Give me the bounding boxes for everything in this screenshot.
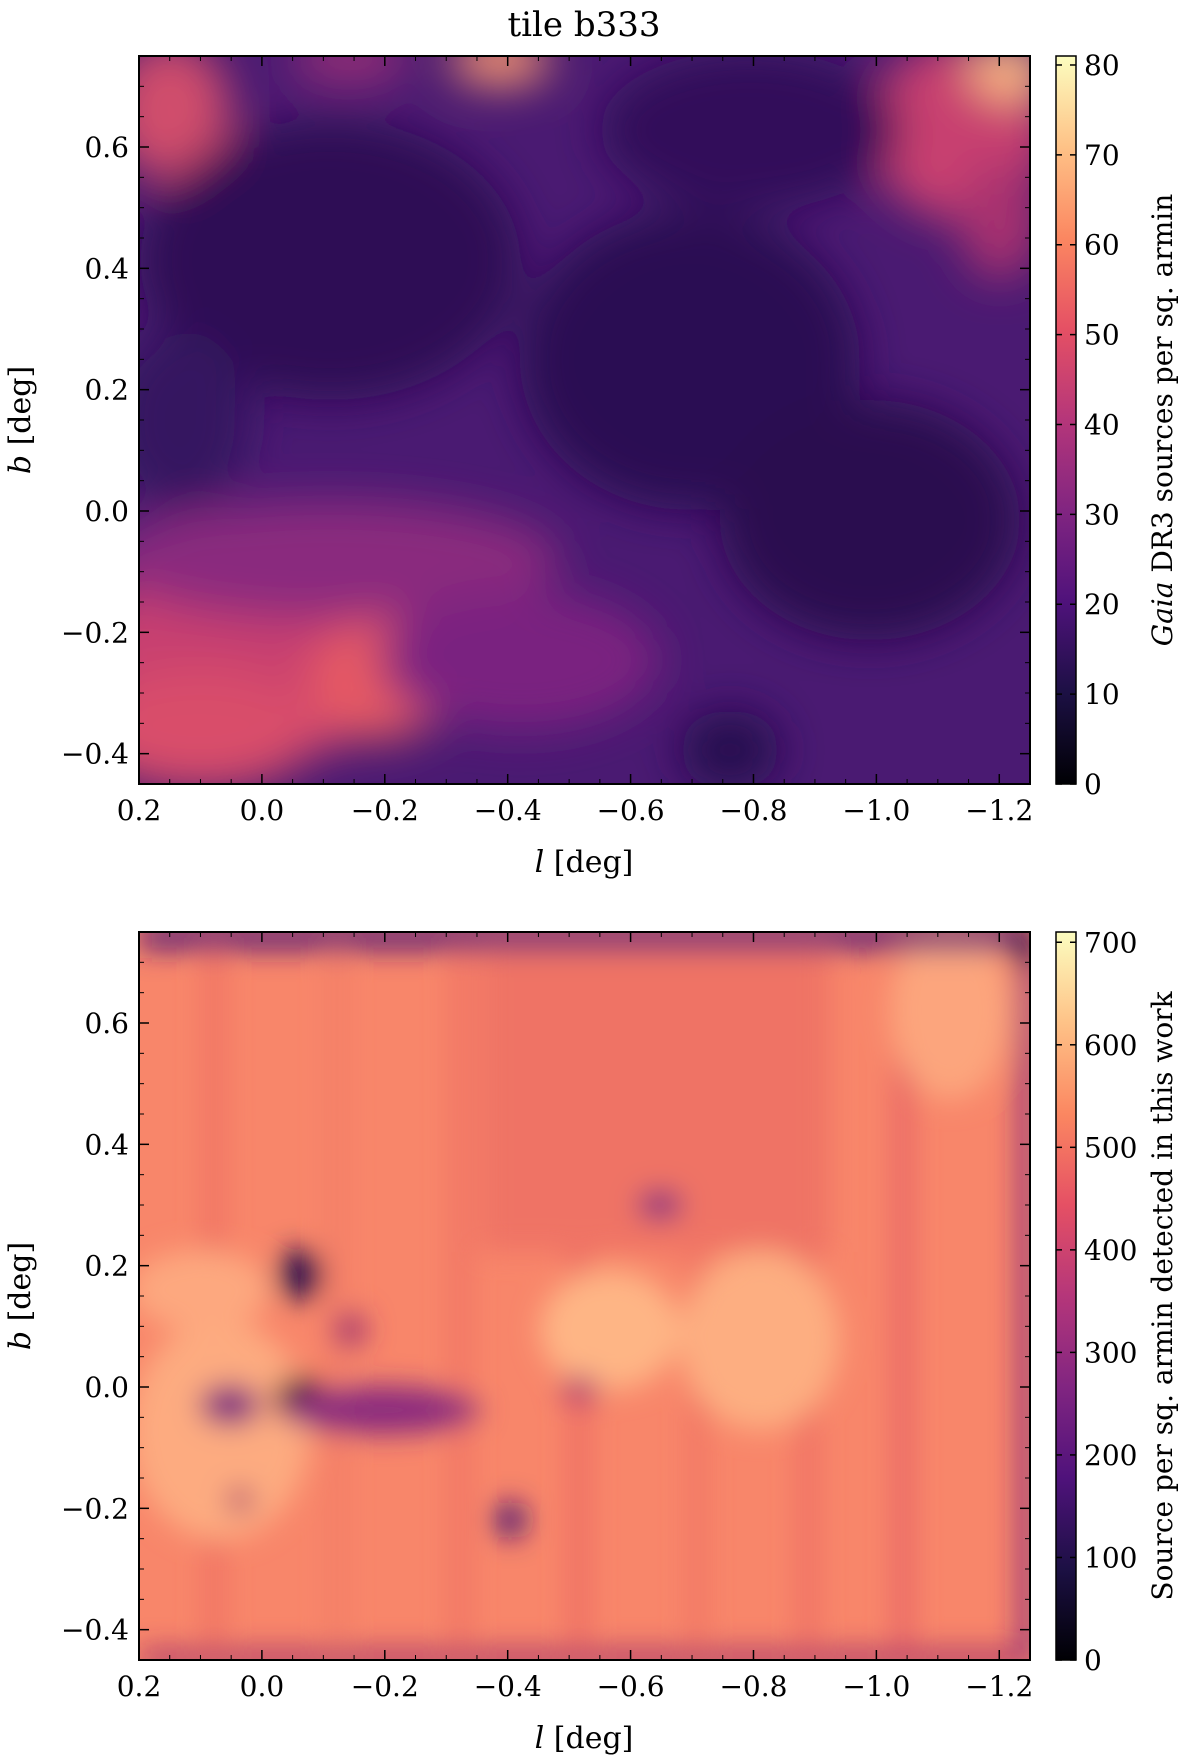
x-tick-label-top: −0.2 <box>351 794 419 827</box>
y-axis-label-top: b [deg] <box>3 366 38 474</box>
dark-spot-upper <box>278 1249 322 1301</box>
colorbar-tick-label-bottom: 400 <box>1084 1234 1137 1267</box>
y-tick-label-top: 0.4 <box>84 252 129 285</box>
x-tick-label-top: −0.6 <box>597 794 665 827</box>
dense-region-left-mid <box>139 500 560 620</box>
colorbar-tick-label-bottom: 100 <box>1084 1541 1137 1574</box>
x-tick-label-top: 0.2 <box>117 794 162 827</box>
y-tick-label-bottom: 0.6 <box>84 1007 129 1040</box>
heatmap-bottom-blobs <box>139 932 1030 1660</box>
dense-region-top-right-core <box>970 56 1030 100</box>
bright-patch-upper-right <box>890 932 1010 1100</box>
bottom-edge-band <box>139 1650 1030 1660</box>
y-tick-label-top: 0.2 <box>84 374 129 407</box>
x-tick-label-bottom: −0.8 <box>719 1670 787 1703</box>
dense-region-right-edge <box>960 160 1030 280</box>
colorbar-tick-label-top: 40 <box>1084 408 1120 441</box>
sparse-region-upper-left <box>140 120 520 400</box>
dark-spot-upper-right <box>638 1191 682 1219</box>
ticks-top: 0.2 0.0 −0.2 −0.4 −0.6 −0.8 −1.0 −1.2 −0.4 −0.2 0.… <box>61 55 1033 827</box>
x-tick-label-bottom: −0.6 <box>597 1670 665 1703</box>
x-tick-label-top: −1.2 <box>965 794 1033 827</box>
heatmap-bottom <box>139 932 1030 1660</box>
dark-spot-mid-lower <box>494 1502 526 1538</box>
x-tick-label-top: −0.4 <box>474 794 542 827</box>
sparse-region-bottom-right <box>680 710 780 784</box>
chart-title: tile b333 <box>508 5 661 45</box>
dark-arc <box>280 1386 480 1434</box>
x-tick-label-bottom: −0.4 <box>474 1670 542 1703</box>
y-tick-label-top: 0.0 <box>84 495 129 528</box>
bright-patch-right <box>680 1250 840 1430</box>
colorbar-tick-label-bottom: 500 <box>1084 1131 1137 1164</box>
x-axis-label-bottom: l [deg] <box>535 1721 634 1756</box>
dark-arc-left <box>200 1385 260 1425</box>
y-tick-label-top: −0.4 <box>61 738 129 771</box>
x-tick-label-bottom: −1.2 <box>965 1670 1033 1703</box>
y-tick-label-bottom: 0.4 <box>84 1128 129 1161</box>
colorbar-tick-label-top: 70 <box>1084 139 1120 172</box>
stripe-3 <box>452 932 468 1660</box>
sparse-region-top-center <box>600 56 900 210</box>
bright-patch-lower-left <box>139 1320 310 1540</box>
x-tick-label-bottom: 0.0 <box>240 1670 285 1703</box>
right-edge-corner <box>1015 932 1030 965</box>
colorbar-tick-label-bottom: 700 <box>1084 926 1137 959</box>
dense-region-top-left-edge <box>290 56 410 80</box>
colorbar-tick-label-bottom: 300 <box>1084 1336 1137 1369</box>
colorbar-tick-label-top: 10 <box>1084 678 1120 711</box>
colorbar-tick-label-top: 0 <box>1084 768 1102 801</box>
colorbar-top <box>1055 55 1077 785</box>
dense-region-bottom-left <box>139 670 320 784</box>
x-tick-label-bottom: 0.2 <box>117 1670 162 1703</box>
dense-region-top-left <box>139 56 230 180</box>
colorbar-top-gradient <box>1055 55 1077 785</box>
dark-spot-left-lower <box>228 1488 252 1512</box>
dark-spot-center <box>562 1376 598 1404</box>
colorbar-bottom <box>1055 931 1077 1661</box>
dark-spot-mid <box>334 1312 366 1348</box>
colorbar-bottom-gradient <box>1055 931 1077 1661</box>
colorbar-tick-label-bottom: 600 <box>1084 1029 1137 1062</box>
colorbar-top-ticks: 0 10 20 30 40 50 60 70 80 <box>1056 49 1120 801</box>
colorbar-tick-label-top: 20 <box>1084 588 1120 621</box>
x-tick-label-top: −1.0 <box>842 794 910 827</box>
x-tick-label-bottom: −1.0 <box>842 1670 910 1703</box>
colorbar-tick-label-top: 80 <box>1084 49 1120 82</box>
colorbar-bottom-label: Source per sq. armin detected in this wo… <box>1146 990 1179 1600</box>
colorbar-tick-label-bottom: 0 <box>1084 1644 1102 1677</box>
y-tick-label-bottom: −0.2 <box>61 1492 129 1525</box>
x-tick-label-top: −0.8 <box>719 794 787 827</box>
colorbar-tick-label-bottom: 200 <box>1084 1439 1137 1472</box>
top-edge-band <box>139 932 1030 949</box>
colorbar-tick-label-top: 60 <box>1084 229 1120 262</box>
y-tick-label-bottom: 0.0 <box>84 1371 129 1404</box>
sparse-region-right <box>720 400 1020 640</box>
bright-patch-center <box>540 1270 680 1390</box>
ticks-bottom: 0.2 0.0 −0.2 −0.4 −0.6 −0.8 −1.0 −1.2 −0.4 −0.2 0.… <box>61 931 1033 1703</box>
colorbar-top-label: Gaia DR3 sources per sq. armin <box>1146 194 1179 647</box>
stripe-7 <box>895 932 911 1660</box>
y-tick-label-bottom: −0.4 <box>61 1614 129 1647</box>
x-axis-label-top: l [deg] <box>535 845 634 880</box>
heatmap-top <box>139 56 1030 784</box>
dense-region-top-center <box>450 56 550 85</box>
heatmap-top-blobs <box>139 56 1030 784</box>
stripe-2 <box>330 932 344 1660</box>
colorbar-tick-label-top: 50 <box>1084 319 1120 352</box>
x-tick-label-top: 0.0 <box>240 794 285 827</box>
dense-region-bottom-mid <box>380 590 660 730</box>
bright-patch-left-mid <box>139 1250 270 1330</box>
y-tick-label-top: 0.6 <box>84 131 129 164</box>
y-tick-label-bottom: 0.2 <box>84 1250 129 1283</box>
sparse-region-left-mid <box>139 330 250 510</box>
colorbar-bottom-ticks: 0 100 200 300 400 500 600 700 <box>1056 926 1137 1677</box>
colorbar-tick-label-top: 30 <box>1084 498 1120 531</box>
x-tick-label-bottom: −0.2 <box>351 1670 419 1703</box>
y-axis-label-bottom: b [deg] <box>3 1242 38 1350</box>
y-tick-label-top: −0.2 <box>61 616 129 649</box>
